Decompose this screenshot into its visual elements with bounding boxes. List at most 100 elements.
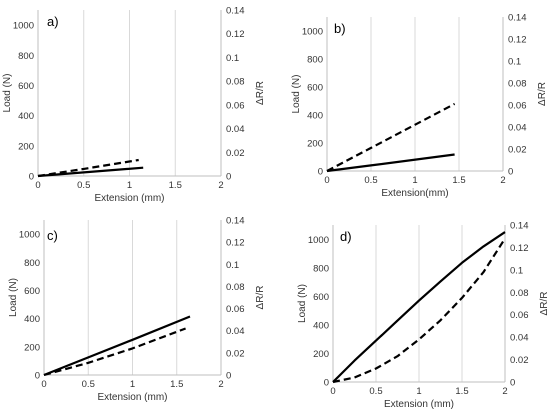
y2-tick-label: 0 [510,378,515,389]
series-load-solid [332,231,506,383]
y2-tick-label: 0.14 [510,221,529,232]
y-tick-label: 400 [18,111,34,122]
y-tick-label: 200 [24,342,40,353]
x-tick-label: 2 [502,386,507,397]
y-tick-label: 800 [313,263,329,274]
panel-label: d) [340,229,352,244]
series-resistance-dashed [37,158,139,178]
y2-tick-label: 0.08 [510,288,529,299]
y-axis-title: Load (N) [297,284,308,323]
y2-tick-label: 0.02 [510,355,529,366]
y-tick-label: 1000 [308,235,329,246]
y2-tick-label: 0 [226,371,231,382]
y2-tick-label: 0 [508,167,513,178]
x-tick-label: 0.5 [369,386,382,397]
panel-label: b) [334,21,346,36]
y2-axis-title: ΔR/R [539,292,550,316]
y2-tick-label: 0.12 [510,243,529,254]
series-resistance-dashed [332,237,506,384]
y-tick-label: 400 [24,314,40,325]
y2-tick-label: 0.1 [510,265,523,276]
x-tick-label: 1.5 [169,180,182,191]
x-axis-title: Extension (mm) [384,399,454,410]
y-tick-label: 800 [307,55,323,66]
y2-tick-label: 0.14 [226,6,245,17]
y2-tick-label: 0.1 [508,57,521,68]
y2-tick-label: 0.04 [226,124,245,135]
y2-tick-label: 0.04 [510,333,529,344]
y2-tick-label: 0 [226,172,231,183]
panel-label: c) [47,228,58,243]
y-tick-label: 200 [18,141,34,152]
x-axis-title: Extension (mm) [94,193,164,204]
chart-panel-1: 0 0.5 1 1.5 20200400600800100000.020.040.060… [2,6,266,205]
y-tick-label: 200 [307,139,323,150]
y-tick-label: 600 [18,81,34,92]
series-resistance-dashed [326,102,456,172]
y2-axis-title: ΔR/R [537,82,548,106]
y2-tick-label: 0.1 [226,53,239,64]
y2-tick-label: 0.1 [226,260,239,271]
series-load-solid [326,153,455,173]
y2-tick-label: 0.08 [226,282,245,293]
x-tick-label: 1.5 [452,175,465,186]
y-tick-label: 1000 [13,21,34,32]
y2-tick-label: 0.06 [510,310,529,321]
y2-tick-label: 0.12 [508,35,527,46]
y-tick-label: 600 [307,83,323,94]
x-tick-label: 0 [330,386,335,397]
y-axis-title: Load (N) [2,74,13,113]
x-tick-label: 2 [500,175,505,186]
y2-tick-label: 0.02 [226,348,245,359]
y2-axis-title: ΔR/R [255,286,266,310]
y-tick-label: 1000 [302,27,323,38]
y2-tick-label: 0.14 [508,13,527,24]
y2-tick-label: 0.06 [226,100,245,111]
y-tick-label: 0 [324,378,329,389]
y-tick-label: 0 [29,172,34,183]
y-tick-label: 1000 [19,230,40,241]
series-resistance-dashed [43,327,186,377]
y2-tick-label: 0.04 [226,326,245,337]
y-tick-label: 200 [313,349,329,360]
y-tick-label: 0 [35,371,40,382]
x-tick-label: 1 [412,175,417,186]
x-tick-label: 0.5 [82,379,95,390]
y2-axis-title: ΔR/R [255,81,266,105]
y-tick-label: 600 [313,292,329,303]
y-tick-label: 600 [24,286,40,297]
x-tick-label: 2 [218,379,223,390]
x-tick-label: 0.5 [77,180,90,191]
x-tick-label: 1.5 [170,379,183,390]
y2-tick-label: 0.08 [226,77,245,88]
y2-tick-label: 0.14 [226,216,245,227]
y-axis-title: Load (N) [8,278,19,317]
series-load-solid [37,166,144,178]
y2-tick-label: 0.06 [508,101,527,112]
y2-tick-label: 0.12 [226,29,245,40]
series-load-solid [43,315,191,377]
y2-tick-label: 0.02 [508,145,527,156]
y-tick-label: 800 [18,51,34,62]
y-tick-label: 400 [313,320,329,331]
x-tick-label: 0 [35,180,40,191]
y2-tick-label: 0.12 [226,238,245,249]
y-tick-label: 0 [318,167,323,178]
x-tick-label: 1 [416,386,421,397]
x-tick-label: 0 [41,379,46,390]
y2-tick-label: 0.08 [508,79,527,90]
y2-tick-label: 0.06 [226,304,245,315]
x-tick-label: 1 [127,180,132,191]
chart-panel-2: 0 0.5 1 1.5 20200400600800100000.020.040.060… [291,13,548,200]
x-tick-label: 1.5 [455,386,468,397]
y-tick-label: 400 [307,111,323,122]
y2-tick-label: 0.02 [226,148,245,159]
x-tick-label: 2 [218,180,223,191]
x-axis-title: Extension(mm) [381,188,448,199]
chart-panel-3: 0 0.5 1 1.5 20200400600800100000.020.040.060… [8,216,266,404]
y-axis-title: Load (N) [291,75,302,114]
x-tick-label: 0.5 [364,175,377,186]
x-tick-label: 1 [130,379,135,390]
chart-panel-4: 0 0.5 1 1.5 20200400600800100000.020.040.060… [297,221,550,411]
